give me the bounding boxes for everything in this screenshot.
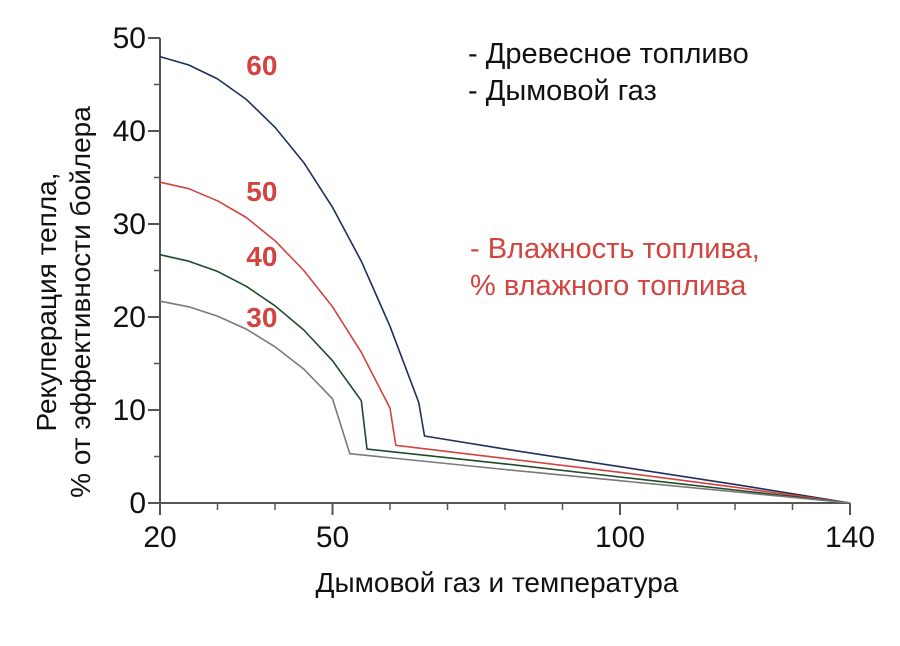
series-label-40: 40 [246, 241, 277, 272]
y-tick-label: 0 [129, 487, 146, 520]
legend: - Древесное топливо - Дымовой газ - Влаж… [468, 38, 760, 302]
series-label-60: 60 [246, 50, 277, 81]
series-line-40 [159, 253, 851, 504]
x-tick-label: 140 [825, 521, 875, 554]
axes: 0 10 20 30 40 50 20 50 100 140 [113, 22, 875, 554]
series-layer [159, 55, 851, 504]
legend-flue-gas: - Дымовой газ [468, 75, 657, 107]
y-tick-label: 10 [113, 394, 146, 427]
y-axis-title-line-1: Рекуперация тепла, [31, 172, 62, 431]
legend-moisture-line-2: % влажного топлива [470, 270, 747, 302]
y-tick-label: 40 [113, 115, 146, 148]
y-axis-title: Рекуперация тепла, % от эффективности бо… [31, 106, 96, 498]
series-line-50 [159, 181, 851, 504]
series-label-30: 30 [246, 302, 277, 333]
y-tick-label: 30 [113, 208, 146, 241]
series-line-60 [159, 55, 851, 504]
y-tick-label: 50 [113, 22, 146, 55]
x-tick-label: 100 [595, 521, 645, 554]
x-axis-title: Дымовой газ и температура [316, 567, 679, 598]
y-tick-label: 20 [113, 301, 146, 334]
x-tick-label: 20 [143, 521, 176, 554]
legend-wood-fuel: - Древесное топливо [468, 38, 749, 70]
y-axis-title-line-2: % от эффективности бойлера [65, 106, 96, 498]
legend-moisture-line-1: - Влажность топлива, [470, 233, 760, 265]
series-label-50: 50 [246, 176, 277, 207]
labels-layer: 60 50 40 30 [246, 50, 277, 333]
series-line-30 [159, 300, 851, 504]
x-tick-label: 50 [316, 521, 349, 554]
